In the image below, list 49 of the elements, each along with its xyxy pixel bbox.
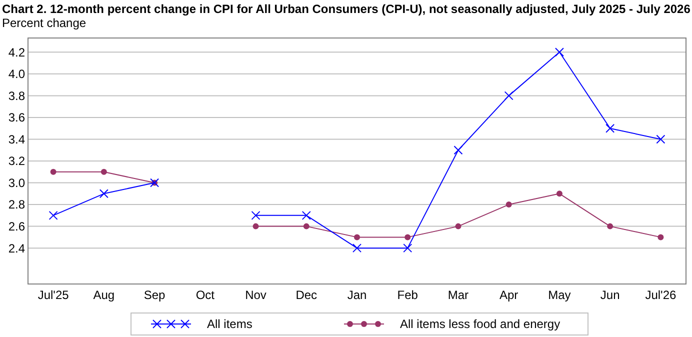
chart-title: Chart 2. 12-month percent change in CPI for All Urban Consumers (CPI-U), not seasonally adjusted, July 2025 - July 2026 [2, 2, 691, 16]
point [403, 244, 412, 253]
point [658, 234, 664, 240]
point [404, 234, 411, 240]
y-tick-label: 3.2 [8, 154, 26, 168]
x-tick-label: May [548, 288, 571, 302]
point [606, 124, 615, 133]
point [354, 234, 360, 240]
x-tick-label: Sep [144, 288, 166, 302]
x-tick-label: Jul'26 [645, 288, 677, 302]
x-tick-label: Apr [500, 288, 518, 302]
y-tick-label: 4.0 [8, 67, 26, 82]
point [50, 168, 56, 175]
point [100, 168, 107, 175]
y-tick-label: 2.6 [8, 220, 26, 234]
point [454, 146, 463, 155]
x-tick-label: Feb [397, 288, 418, 302]
point [455, 223, 462, 230]
y-tick-label: 3.0 [8, 176, 26, 190]
x-tick-label: Nov [245, 288, 266, 302]
point [506, 202, 512, 208]
point [302, 210, 311, 220]
point [99, 189, 108, 198]
y-tick-label: 3.6 [8, 110, 26, 125]
legend-label: All items [207, 317, 252, 332]
y-tick-label: 3.4 [8, 132, 26, 146]
y-axis-title: Percent change [2, 16, 86, 30]
point [607, 223, 614, 230]
y-tick-label: 2.4 [8, 241, 26, 256]
x-tick-label: Mar [448, 288, 469, 302]
x-tick-label: Jun [600, 288, 620, 302]
legend-label: All items less food and energy [400, 317, 560, 332]
point [504, 91, 514, 100]
point [656, 134, 666, 144]
y-tick-label: 2.8 [8, 198, 26, 212]
point [554, 48, 564, 57]
point [252, 223, 259, 230]
point [352, 244, 362, 253]
x-tick-label: Dec [296, 288, 318, 302]
y-tick-label: 4.2 [8, 45, 26, 60]
x-tick-label: Jan [347, 288, 367, 302]
point [48, 210, 58, 220]
point [251, 210, 260, 220]
point [556, 190, 562, 197]
x-tick-label: Oct [196, 288, 216, 302]
y-tick-label: 3.8 [8, 88, 26, 103]
point [303, 223, 310, 230]
x-tick-label: Jul'25 [38, 288, 70, 302]
x-tick-label: Aug [93, 288, 115, 302]
